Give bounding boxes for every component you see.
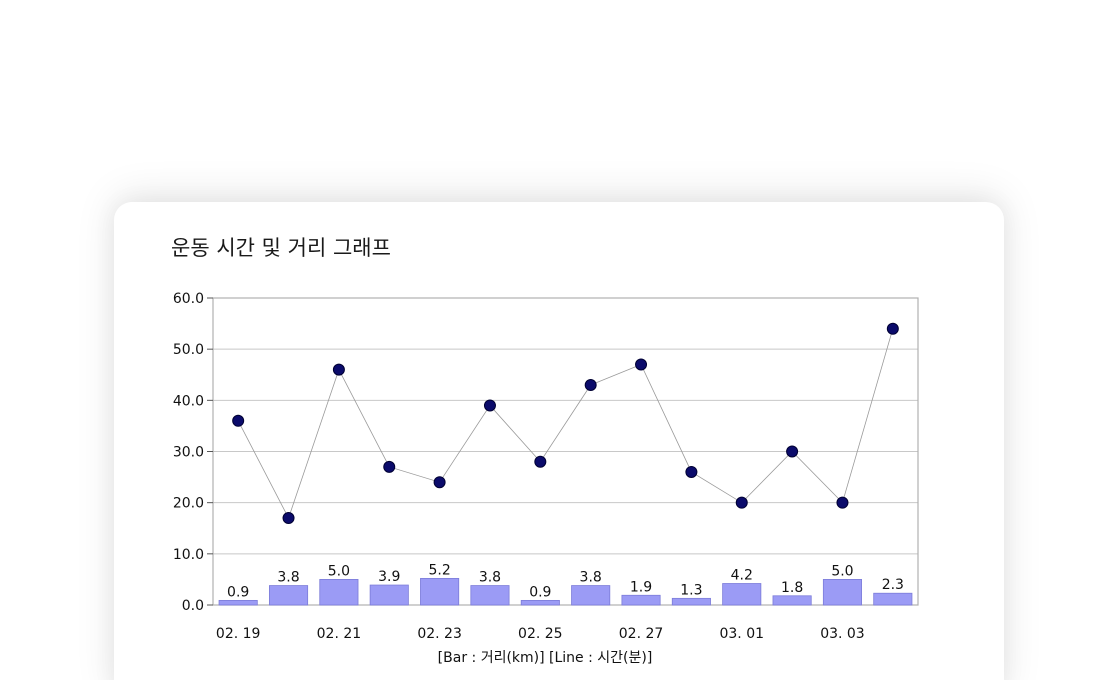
line-point <box>282 512 295 525</box>
y-tick-label: 40.0 <box>173 393 204 409</box>
x-tick-label: 03. 01 <box>719 626 764 642</box>
bar <box>873 592 913 606</box>
bar-data-labels: 0.9 3.8 5.0 3.9 5.2 3.8 0.9 3.8 1.9 1.3 4.2 1.8 5.0 2… <box>227 562 904 600</box>
line-point <box>383 460 396 473</box>
bar <box>520 599 560 606</box>
bar-data-label: 1.8 <box>781 580 803 596</box>
x-tick-label: 02. 27 <box>619 626 664 642</box>
bar <box>671 597 711 606</box>
bar-data-label: 4.2 <box>731 568 753 584</box>
x-tick-label: 02. 19 <box>216 626 261 642</box>
x-tick-label: 02. 23 <box>417 626 462 642</box>
line-series <box>237 328 894 520</box>
bar-data-label: 2.3 <box>882 577 904 593</box>
line-point <box>836 496 849 509</box>
bar-data-label: 3.8 <box>277 570 299 586</box>
bar-data-label: 0.9 <box>529 584 551 600</box>
line-point <box>635 358 648 371</box>
bar-data-label: 0.9 <box>227 584 249 600</box>
bar <box>722 583 762 606</box>
y-tick-label: 20.0 <box>173 496 204 512</box>
bar <box>822 579 862 606</box>
bar-data-label: 3.8 <box>580 570 602 586</box>
y-tick-label: 30.0 <box>173 445 204 461</box>
bar <box>218 599 258 606</box>
y-tick-label: 50.0 <box>173 342 204 358</box>
x-tick-label: 02. 25 <box>518 626 563 642</box>
line-point <box>534 455 547 468</box>
line-point <box>483 399 496 412</box>
bar <box>571 585 611 606</box>
x-tick-label: 02. 21 <box>317 626 362 642</box>
bar <box>470 585 510 606</box>
line-point <box>886 322 899 335</box>
card-title: 운동 시간 및 거리 그래프 <box>171 236 391 260</box>
bar-data-label: 3.9 <box>378 569 400 585</box>
bar <box>369 584 409 606</box>
bar-data-label: 1.3 <box>680 582 702 598</box>
bar <box>268 585 309 606</box>
line-point <box>786 445 799 458</box>
bar-data-label: 5.0 <box>831 563 853 579</box>
bar-series <box>218 577 913 606</box>
bar-data-label: 5.0 <box>328 563 350 579</box>
bar <box>420 577 460 606</box>
bar <box>621 594 661 606</box>
bar-data-label: 1.9 <box>630 579 652 595</box>
bar-data-label: 3.8 <box>479 570 501 586</box>
line-point <box>433 476 446 489</box>
line-point <box>584 378 597 391</box>
bar <box>319 579 359 606</box>
x-axis: 02. 19 02. 21 02. 23 02. 25 02. 27 03. 01 03. … <box>216 626 865 642</box>
y-axis: 0.0 10.0 20.0 30.0 40.0 50.0 60.0 <box>173 291 213 614</box>
line-point <box>232 414 245 427</box>
line-point <box>685 465 698 478</box>
chart-grid <box>213 348 918 555</box>
line-markers <box>232 322 899 525</box>
bar <box>772 595 812 606</box>
line-point <box>332 363 345 376</box>
line-point <box>735 496 748 509</box>
y-tick-label: 10.0 <box>173 547 204 563</box>
y-tick-label: 60.0 <box>173 291 204 307</box>
y-tick-label: 0.0 <box>182 598 204 614</box>
x-tick-label: 03. 03 <box>820 626 865 642</box>
bar-data-label: 5.2 <box>428 562 450 578</box>
legend-text: [Bar : 거리(km)] [Line : 시간(분)] <box>438 650 653 666</box>
